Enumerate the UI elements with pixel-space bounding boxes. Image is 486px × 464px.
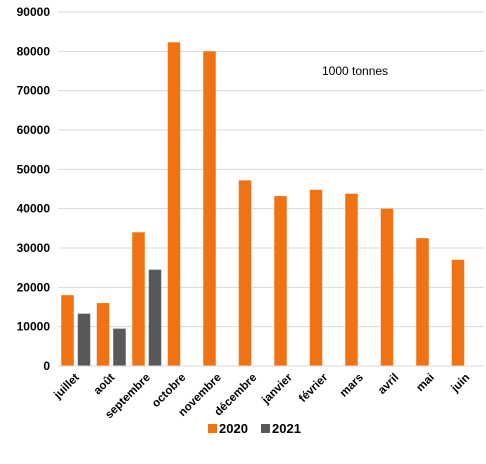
bar-2020-mai [416,238,429,366]
legend-swatch-2021 [261,424,270,433]
bar-2020-juillet [61,295,74,366]
x-tick-label: mai [414,372,437,395]
legend-label-2021: 2021 [272,421,301,436]
legend-label-2020: 2020 [219,421,248,436]
bar-2020-janvier [274,196,287,366]
y-tick-label: 60000 [17,123,51,137]
bar-2020-mars [345,193,358,366]
y-tick-label: 20000 [17,280,51,294]
x-tick-label: avril [376,372,401,397]
legend-swatch-2020 [208,424,217,433]
x-tick-label: février [297,371,331,405]
y-tick-label: 90000 [17,5,51,19]
bar-2020-septembre [132,232,145,366]
x-axis-ticks: juillet aoûtseptembreoctobrenovembredécem… [51,371,472,421]
unit-annotation: 1000 tonnes [322,64,388,78]
y-axis-ticks: 0 10000 20000 30000 40000 50000 60000 70000 8000… [17,5,51,373]
legend: 2020 2021 [208,421,301,436]
x-tick-label: août [92,372,118,398]
y-tick-label: 30000 [17,241,51,255]
bar-2020-août [96,303,110,366]
bar-2021-juillet [77,313,91,366]
x-tick-label: juin [449,372,473,396]
y-tick-label: 50000 [17,162,51,176]
bars [61,42,465,366]
x-tick-label: mars [338,372,366,400]
y-tick-label: 10000 [17,320,51,334]
bar-2020-juin [451,259,465,366]
bar-2020-décembre [238,180,252,366]
bar-2020-novembre [203,51,216,366]
bar-2020-avril [380,208,394,366]
y-tick-label: 80000 [17,44,51,58]
bar-2021-août [113,328,126,366]
y-tick-label: 40000 [17,202,51,216]
bar-2020-février [309,189,323,366]
y-tick-label: 0 [43,359,50,373]
gridlines [58,11,484,328]
y-tick-label: 70000 [17,84,51,98]
x-tick-label: janvier [259,371,295,407]
x-tick-label: juillet [51,372,82,403]
bar-2021-septembre [148,269,162,366]
bar-2020-octobre [167,42,181,366]
